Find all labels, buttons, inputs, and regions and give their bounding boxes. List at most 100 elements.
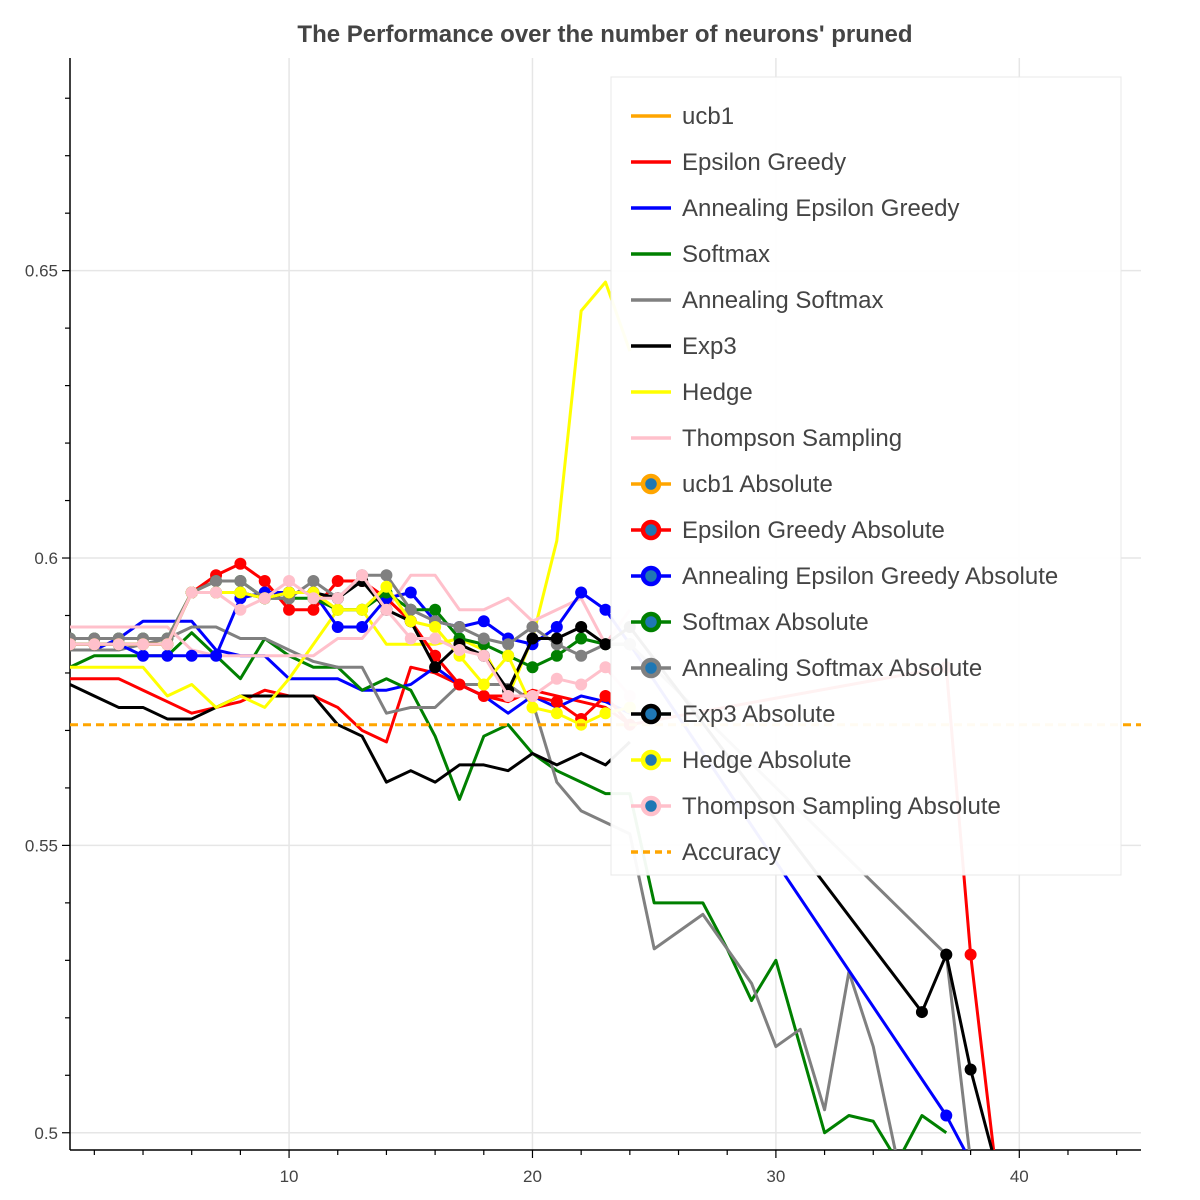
legend-label: Exp3 <box>682 333 737 360</box>
data-point <box>331 575 344 588</box>
data-point <box>915 1006 928 1019</box>
series-line-exp3 <box>70 683 631 784</box>
legend-marker <box>640 795 662 817</box>
legend-label: Annealing Epsilon Greedy Absolute <box>682 563 1058 590</box>
data-point <box>185 586 198 599</box>
data-point <box>429 661 442 674</box>
legend-item-ucb1-absolute[interactable]: ucb1 Absolute <box>631 471 833 498</box>
data-point <box>234 557 247 570</box>
series-exp3 <box>70 683 631 784</box>
data-point <box>356 620 369 633</box>
data-point <box>453 678 466 691</box>
legend-item-accuracy[interactable]: Accuracy <box>631 839 781 866</box>
data-point <box>307 603 320 616</box>
data-point <box>550 672 563 685</box>
data-point <box>283 575 296 588</box>
data-point <box>331 592 344 605</box>
data-point <box>502 649 515 662</box>
data-point <box>331 620 344 633</box>
data-point <box>210 586 223 599</box>
data-point <box>477 649 490 662</box>
data-point <box>599 707 612 720</box>
data-point <box>258 592 271 605</box>
legend-item-thompson-sampling[interactable]: Thompson Sampling <box>631 425 902 452</box>
legend-marker <box>640 703 662 725</box>
data-point <box>161 638 174 651</box>
data-point <box>429 632 442 645</box>
legend-item-exp3-absolute[interactable]: Exp3 Absolute <box>631 701 835 728</box>
legend-label: Annealing Softmax <box>682 287 883 314</box>
legend-item-annealing-softmax-absolute[interactable]: Annealing Softmax Absolute <box>631 655 982 682</box>
legend-label: Softmax <box>682 241 770 268</box>
data-point <box>380 603 393 616</box>
legend-item-softmax-absolute[interactable]: Softmax Absolute <box>631 609 869 636</box>
legend-label: Exp3 Absolute <box>682 701 835 728</box>
legend-marker <box>640 565 662 587</box>
x-tick-label: 40 <box>1010 1167 1029 1186</box>
data-point <box>526 620 539 633</box>
data-point <box>331 603 344 616</box>
data-point <box>575 620 588 633</box>
legend-item-hedge[interactable]: Hedge <box>631 379 753 406</box>
legend-item-epsilon-greedy[interactable]: Epsilon Greedy <box>631 149 846 176</box>
data-point <box>380 580 393 593</box>
data-point <box>550 620 563 633</box>
legend-item-thompson-sampling-absolute[interactable]: Thompson Sampling Absolute <box>631 793 1001 820</box>
data-point <box>599 689 612 702</box>
data-point <box>185 649 198 662</box>
legend-marker <box>640 749 662 771</box>
legend-label: Epsilon Greedy Absolute <box>682 517 945 544</box>
data-point <box>210 649 223 662</box>
data-point <box>477 678 490 691</box>
series-line-epsilon-greedy <box>70 665 631 744</box>
data-point <box>210 575 223 588</box>
legend-item-annealing-epsilon-greedy[interactable]: Annealing Epsilon Greedy <box>631 195 960 222</box>
legend-item-annealing-epsilon-greedy-absolute[interactable]: Annealing Epsilon Greedy Absolute <box>631 563 1058 590</box>
legend-item-hedge-absolute[interactable]: Hedge Absolute <box>631 747 851 774</box>
data-point <box>356 569 369 582</box>
data-point <box>380 569 393 582</box>
data-point <box>283 603 296 616</box>
legend-item-epsilon-greedy-absolute[interactable]: Epsilon Greedy Absolute <box>631 517 945 544</box>
legend-item-softmax[interactable]: Softmax <box>631 241 770 268</box>
legend-marker <box>640 657 662 679</box>
data-point <box>404 615 417 628</box>
data-point <box>88 638 101 651</box>
legend-marker <box>640 611 662 633</box>
data-point <box>526 632 539 645</box>
data-point <box>453 643 466 656</box>
y-tick-label: 0.6 <box>34 549 58 568</box>
legend-item-exp3[interactable]: Exp3 <box>631 333 737 360</box>
data-point <box>307 592 320 605</box>
y-tick-label: 0.65 <box>25 262 58 281</box>
data-point <box>234 603 247 616</box>
legend-item-ucb1[interactable]: ucb1 <box>631 103 734 130</box>
y-tick-label: 0.55 <box>25 836 58 855</box>
legend-item-annealing-softmax[interactable]: Annealing Softmax <box>631 287 883 314</box>
data-point <box>526 661 539 674</box>
data-point <box>137 649 150 662</box>
data-point <box>575 678 588 691</box>
data-point <box>70 638 76 651</box>
data-point <box>599 661 612 674</box>
legend-label: Thompson Sampling Absolute <box>682 793 1001 820</box>
data-point <box>429 620 442 633</box>
series-line-thompson-sampling <box>70 573 632 658</box>
series-thompson-sampling <box>70 573 632 658</box>
data-point <box>526 689 539 702</box>
x-tick-label: 20 <box>523 1167 542 1186</box>
x-tick-label: 30 <box>766 1167 785 1186</box>
data-point <box>599 603 612 616</box>
legend-label: Annealing Softmax Absolute <box>682 655 982 682</box>
legend-marker <box>640 519 662 541</box>
data-point <box>137 638 150 651</box>
legend-label: Annealing Epsilon Greedy <box>682 195 960 222</box>
data-point <box>161 649 174 662</box>
data-point <box>502 638 515 651</box>
series-epsilon-greedy <box>70 665 631 744</box>
data-point <box>940 1109 953 1122</box>
data-point <box>550 695 563 708</box>
legend-label: Softmax Absolute <box>682 609 869 636</box>
legend-label: Hedge Absolute <box>682 747 851 774</box>
